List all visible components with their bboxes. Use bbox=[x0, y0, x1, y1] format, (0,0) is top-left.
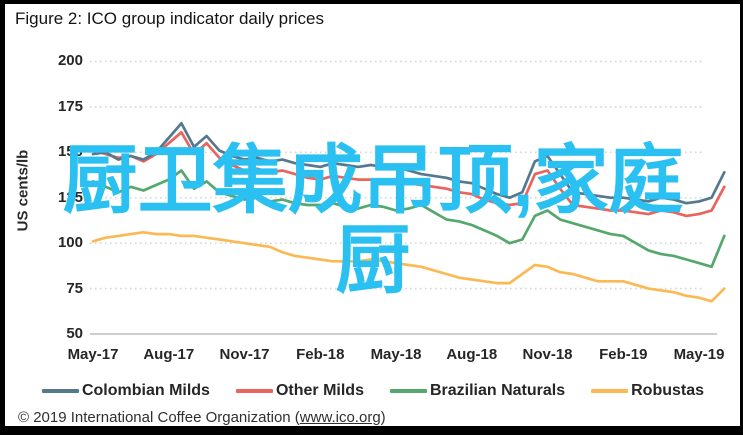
x-tick-label-may-19: May-19 bbox=[673, 346, 725, 363]
legend-swatch bbox=[389, 389, 427, 393]
x-tick-label-nov-18: Nov-18 bbox=[522, 346, 573, 363]
legend-item-robustas: Robustas bbox=[591, 382, 704, 400]
ico-link[interactable]: www.ico.org bbox=[299, 409, 381, 426]
y-tick-label-175: 175 bbox=[57, 97, 83, 115]
plot-area bbox=[90, 60, 726, 335]
legend-swatch bbox=[591, 389, 629, 393]
y-tick-label-150: 150 bbox=[57, 143, 83, 161]
copyright-suffix: ) bbox=[380, 409, 386, 426]
legend-item-brazilian-naturals: Brazilian Naturals bbox=[389, 382, 566, 400]
legend-label: Brazilian Naturals bbox=[429, 382, 566, 399]
legend: Colombian Milds Other Milds Brazilian Natu… bbox=[5, 382, 740, 400]
figure-title: Figure 2: ICO group indicator daily pric… bbox=[15, 9, 324, 28]
y-tick-label-50: 50 bbox=[66, 325, 83, 342]
legend-item-other-milds: Other Milds bbox=[235, 382, 364, 400]
legend-label: Other Milds bbox=[275, 382, 364, 399]
x-tick-label-nov-17: Nov-17 bbox=[219, 346, 270, 363]
legend-label: Colombian Milds bbox=[81, 382, 210, 399]
x-tick-label-may-17: May-17 bbox=[67, 346, 119, 363]
x-tick-label-aug-17: Aug-17 bbox=[143, 346, 195, 363]
y-tick-label-100: 100 bbox=[57, 234, 83, 252]
legend-label: Robustas bbox=[631, 382, 705, 399]
legend-item-colombian-milds: Colombian Milds bbox=[41, 382, 210, 400]
y-tick-label-75: 75 bbox=[66, 279, 83, 297]
y-tick-label-125: 125 bbox=[57, 188, 83, 206]
copyright-text: © 2019 International Coffee Organization… bbox=[18, 409, 300, 426]
legend-swatch bbox=[41, 389, 79, 393]
series-line-brazilian-naturals bbox=[91, 169, 726, 269]
x-tick-label-feb-19: Feb-19 bbox=[599, 346, 648, 363]
x-tick-label-aug-18: Aug-18 bbox=[446, 346, 498, 363]
legend-swatch bbox=[235, 389, 273, 393]
series-line-colombian-milds bbox=[91, 121, 726, 205]
footer: © 2019 International Coffee Organization… bbox=[18, 409, 386, 426]
x-tick-label-may-18: May-18 bbox=[370, 346, 422, 363]
x-tick-label-feb-18: Feb-18 bbox=[296, 346, 345, 363]
series-line-robustas bbox=[91, 230, 726, 303]
series-line-other-milds bbox=[91, 130, 726, 218]
y-tick-label-200: 200 bbox=[57, 52, 83, 70]
